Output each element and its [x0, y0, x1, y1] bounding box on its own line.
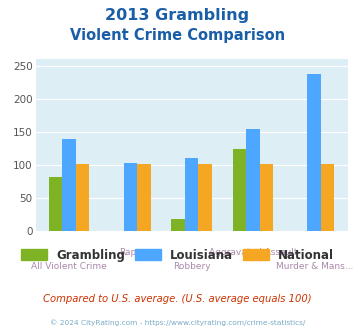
Bar — [49, 177, 62, 231]
Bar — [246, 129, 260, 231]
Bar — [137, 164, 151, 231]
Bar — [260, 164, 273, 231]
Bar — [198, 164, 212, 231]
Bar — [62, 139, 76, 231]
Text: Violent Crime Comparison: Violent Crime Comparison — [70, 28, 285, 43]
Text: © 2024 CityRating.com - https://www.cityrating.com/crime-statistics/: © 2024 CityRating.com - https://www.city… — [50, 319, 305, 326]
Text: All Violent Crime: All Violent Crime — [31, 262, 107, 271]
Bar — [307, 74, 321, 231]
Text: Compared to U.S. average. (U.S. average equals 100): Compared to U.S. average. (U.S. average … — [43, 294, 312, 304]
Bar — [233, 148, 246, 231]
Text: Aggravated Assault: Aggravated Assault — [209, 248, 297, 257]
Text: 2013 Grambling: 2013 Grambling — [105, 8, 250, 23]
Text: Robbery: Robbery — [173, 262, 211, 271]
Bar — [171, 219, 185, 231]
Bar — [185, 158, 198, 231]
Bar — [76, 164, 89, 231]
Text: Murder & Mans...: Murder & Mans... — [275, 262, 353, 271]
Text: Rape: Rape — [119, 248, 142, 257]
Bar — [321, 164, 334, 231]
Bar — [124, 163, 137, 231]
Legend: Grambling, Louisiana, National: Grambling, Louisiana, National — [16, 244, 339, 266]
